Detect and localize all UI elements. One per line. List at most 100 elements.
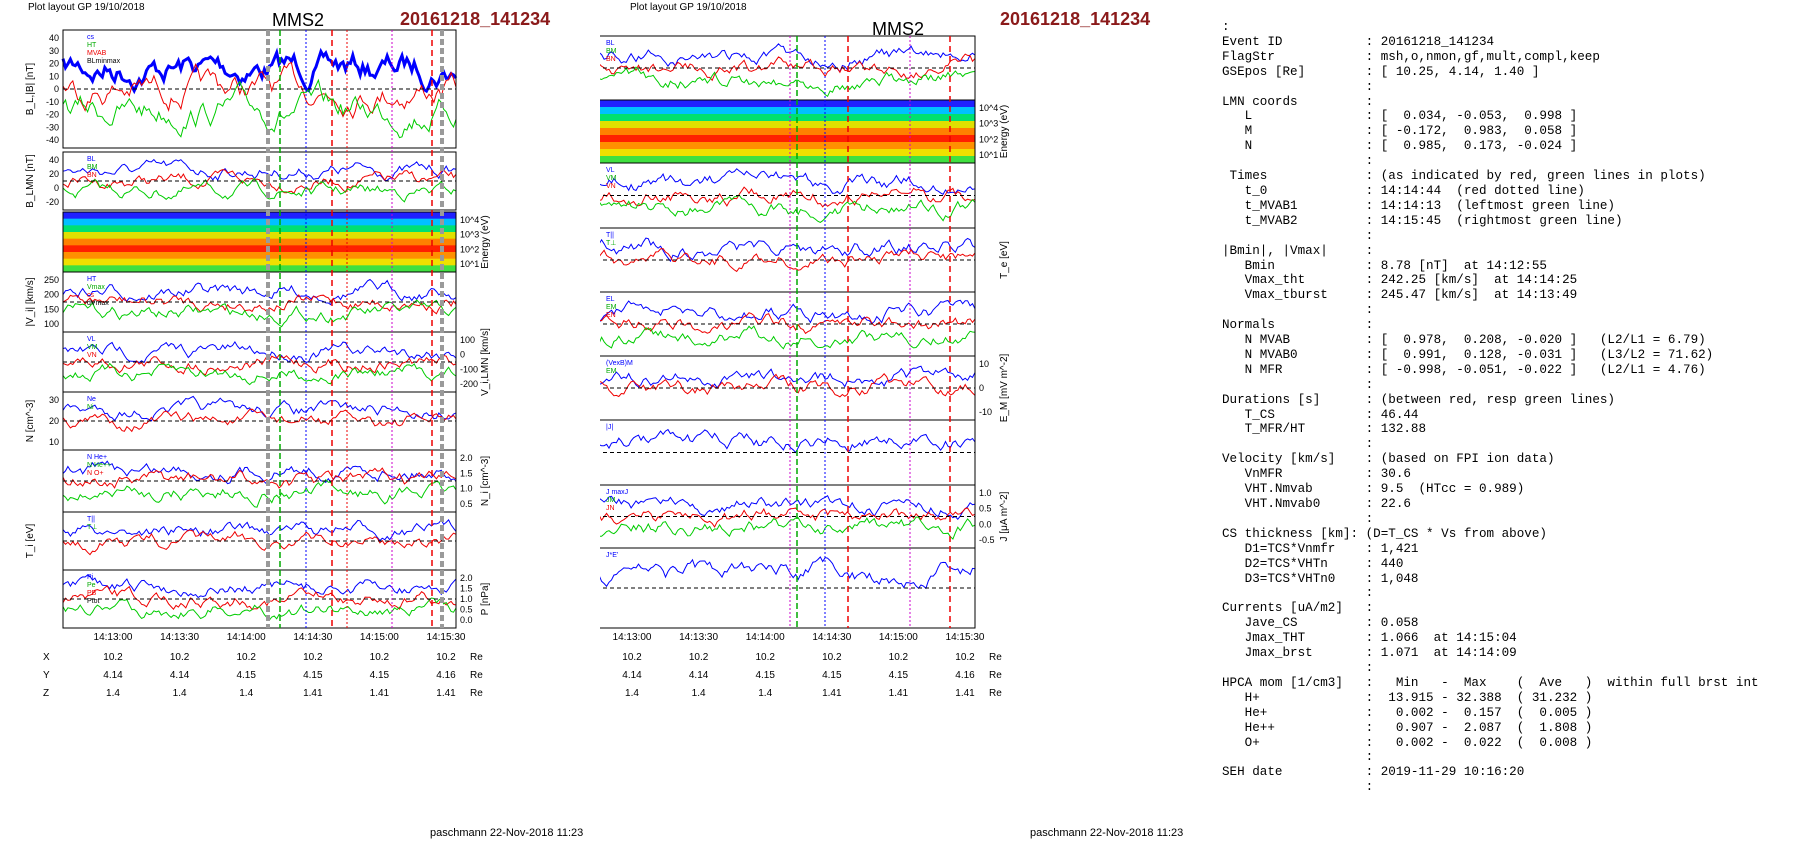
ephemeris-label: Y <box>43 670 50 681</box>
tick-label: 2.0 <box>460 453 473 463</box>
time-tick-label: 14:14:30 <box>812 632 851 643</box>
info-line: VHT.Nmvab : 9.5 (HTcc = 0.989) <box>1222 482 1525 497</box>
tick-label: -100 <box>460 364 478 374</box>
info-line: Vmax_tburst : 245.47 [km/s] at 14:13:49 <box>1222 288 1578 303</box>
legend-entry: T⊥ <box>87 524 97 531</box>
tick-label: 10^4 <box>460 215 479 225</box>
info-line: : <box>1222 228 1374 243</box>
series-line <box>62 158 457 182</box>
info-line: CS thickness [km]: (D=T_CS * Vs from abo… <box>1222 526 1547 541</box>
legend-entry: N He++ <box>87 462 111 469</box>
ephemeris-value: 1.4 <box>239 688 253 699</box>
series-line <box>600 168 976 195</box>
left-plot-event: 20161218_141234 <box>400 9 551 29</box>
tick-label: 0.5 <box>460 499 473 509</box>
info-line: T_MFR/HT : 132.88 <box>1222 422 1427 437</box>
legend-entry: PB <box>87 590 97 597</box>
tick-label: -0.5 <box>979 535 995 545</box>
spectrogram-band <box>63 225 456 233</box>
tick-label: 10^1 <box>979 150 998 160</box>
info-line: Durations [s] : (between red, resp green… <box>1222 392 1615 407</box>
info-line: : <box>1222 79 1374 94</box>
spectrogram-band <box>63 252 456 260</box>
ephemeris-value: 1.41 <box>955 688 975 699</box>
tick-label: 0 <box>54 84 59 94</box>
info-line: t_MVAB1 : 14:14:13 (leftmost green line) <box>1222 198 1615 213</box>
ephemeris-value: 1.4 <box>625 688 639 699</box>
info-line: Jmax_THT : 1.066 at 14:15:04 <box>1222 631 1517 646</box>
info-line: Bmin : 8.78 [nT] at 14:12:55 <box>1222 258 1547 273</box>
info-line: |Bmin|, |Vmax| : <box>1222 243 1374 258</box>
ephemeris-value: 10.2 <box>755 652 775 663</box>
spectrogram-band <box>600 100 975 108</box>
info-line: t_0 : 14:14:44 (red dotted line) <box>1222 183 1585 198</box>
ephemeris-value: 4.15 <box>889 670 909 681</box>
tick-label: 0.5 <box>979 504 992 514</box>
info-line: VnMFR : 30.6 <box>1222 467 1411 482</box>
ephemeris-unit: Re <box>989 670 1002 681</box>
info-line: HPCA mom [1/cm3] : Min - Max ( Ave ) wit… <box>1222 675 1759 690</box>
ephemeris-value: 10.2 <box>303 652 323 663</box>
ephemeris-value: 1.4 <box>692 688 706 699</box>
legend-entry: (VexB)M <box>606 360 633 367</box>
series-line <box>600 299 976 325</box>
legend-entry: EM <box>606 304 617 311</box>
info-line: Vmax_tht : 242.25 [km/s] at 14:14:25 <box>1222 273 1578 288</box>
info-line: T_CS : 46.44 <box>1222 407 1419 422</box>
info-line: : <box>1222 586 1374 601</box>
axis-label: N [cm^-3] <box>25 400 36 443</box>
time-tick-label: 14:15:00 <box>879 632 918 643</box>
legend-entry: JN <box>606 505 615 512</box>
spectrogram-band <box>63 218 456 226</box>
tick-label: 20 <box>49 169 59 179</box>
series-line <box>600 325 976 350</box>
info-line: : <box>1222 437 1374 452</box>
legend-entry: BN <box>87 172 97 179</box>
tick-label: 2.0 <box>460 573 473 583</box>
tick-label: 1.5 <box>460 468 473 478</box>
info-line: Jave_CS : 0.058 <box>1222 616 1419 631</box>
info-line: H+ : 13.915 - 32.388 ( 31.232 ) <box>1222 690 1593 705</box>
legend-entry: |J| <box>606 424 613 431</box>
ephemeris-value: 4.15 <box>822 670 842 681</box>
ephemeris-value: 4.14 <box>689 670 709 681</box>
ephemeris-value: 10.2 <box>689 652 709 663</box>
ephemeris-value: 10.2 <box>889 652 909 663</box>
ephemeris-value: 4.15 <box>755 670 775 681</box>
spectrogram-band <box>600 149 975 157</box>
legend-entry: BLminmax <box>87 58 121 65</box>
spectrogram-band <box>600 142 975 150</box>
ephemeris-value: 10.2 <box>370 652 390 663</box>
series-line <box>62 340 457 364</box>
info-line: FlagStr : msh,o,nmon,gf,mult,compl,keep <box>1222 49 1600 64</box>
tick-label: 200 <box>44 290 59 300</box>
ephemeris-unit: Re <box>470 652 483 663</box>
info-line: M : [ -0.172, 0.983, 0.058 ] <box>1222 124 1578 139</box>
ephemeris-value: 10.2 <box>236 652 256 663</box>
spectrogram-band <box>63 258 456 266</box>
series-line <box>600 428 976 454</box>
series-line <box>62 354 457 376</box>
left-plot-title: MMS2 <box>272 10 325 30</box>
legend-entry: J*E' <box>606 552 618 559</box>
info-line: N MVAB : [ 0.978, 0.208, -0.020 ] (L2/L1… <box>1222 333 1706 348</box>
info-line: D3=TCS*VHTn0 : 1,048 <box>1222 571 1419 586</box>
tick-label: 0 <box>979 383 984 393</box>
series-line <box>600 194 976 223</box>
series-line <box>600 373 976 398</box>
axis-label: T_e [eV] <box>999 241 1010 279</box>
ephemeris-value: 1.4 <box>106 688 120 699</box>
legend-entry: BL <box>606 40 615 47</box>
tick-label: -20 <box>46 197 59 207</box>
spectrogram-band <box>600 107 975 115</box>
ephemeris-value: 4.14 <box>622 670 642 681</box>
series-line <box>62 177 457 203</box>
legend-entry: BN <box>606 56 616 63</box>
info-line: O+ : 0.002 - 0.022 ( 0.008 ) <box>1222 735 1593 750</box>
legend-entry: HT <box>87 42 97 49</box>
tick-label: 20 <box>49 59 59 69</box>
legend-entry: cs <box>87 292 95 299</box>
info-line: Times : (as indicated by red, green line… <box>1222 169 1706 184</box>
